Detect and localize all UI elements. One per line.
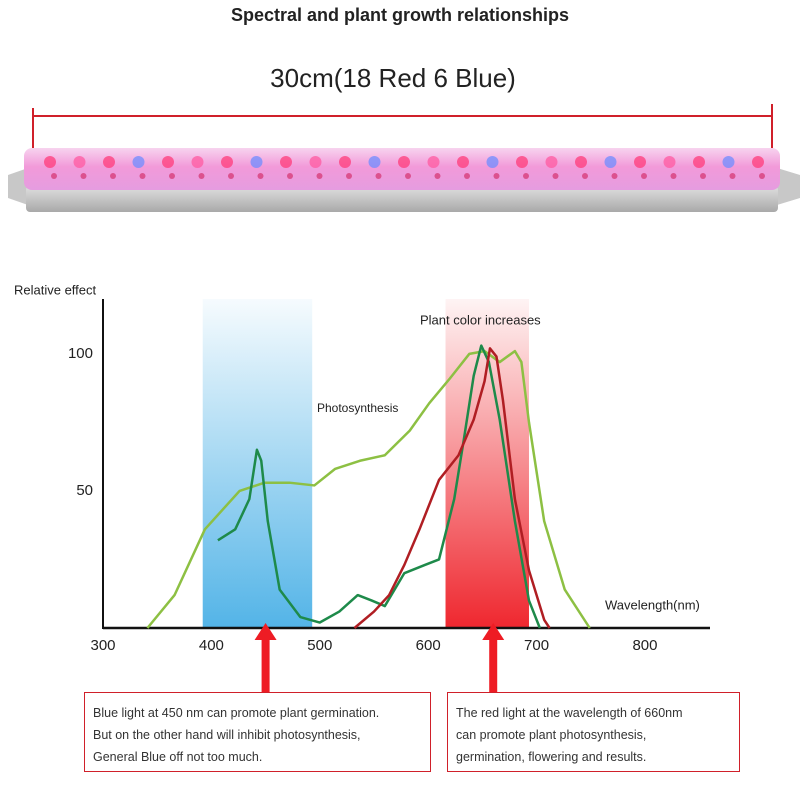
note-line: germination, flowering and results. (456, 750, 647, 764)
led (582, 173, 588, 179)
led (309, 156, 322, 168)
band (445, 299, 529, 628)
led (103, 156, 115, 168)
note-line: But on the other hand will inhibit photo… (93, 728, 361, 742)
led (110, 173, 116, 179)
led (729, 173, 736, 179)
led (641, 173, 647, 179)
led (427, 156, 440, 168)
led (670, 173, 677, 179)
led (693, 156, 705, 168)
note-line: General Blue off not too much. (93, 750, 263, 764)
led-strip (8, 104, 800, 212)
led (575, 156, 587, 168)
led (169, 173, 175, 179)
y-tick-label: 50 (76, 482, 93, 499)
x-tick-label: 800 (632, 637, 657, 654)
led (257, 173, 264, 179)
y-tick-label: 100 (68, 345, 93, 362)
led (44, 156, 56, 168)
led (368, 156, 381, 168)
led (51, 173, 57, 179)
band (202, 299, 313, 628)
note-box: Blue light at 450 nm can promote plant g… (84, 692, 431, 772)
arrow (482, 623, 505, 692)
led (493, 173, 500, 179)
page-title: Spectral and plant growth relationships (231, 5, 569, 25)
led (634, 156, 646, 168)
note-box: The red light at the wavelength of 660nm… (447, 692, 740, 772)
led (139, 173, 146, 179)
x-tick-label: 300 (90, 637, 115, 654)
led (752, 156, 764, 168)
x-tick-label: 400 (199, 637, 224, 654)
led (375, 173, 382, 179)
line (353, 347, 551, 629)
annotation: Photosynthesis (317, 401, 398, 415)
led (398, 156, 410, 168)
led (700, 173, 706, 179)
note-line: Blue light at 450 nm can promote plant g… (93, 706, 380, 720)
led (346, 173, 352, 179)
led (464, 173, 470, 179)
note-line: The red light at the wavelength of 660nm (456, 706, 683, 720)
led (434, 173, 441, 179)
led (198, 173, 205, 179)
led (604, 156, 617, 168)
led (132, 156, 145, 168)
led (611, 173, 618, 179)
led (287, 173, 293, 179)
led (523, 173, 529, 179)
led (162, 156, 174, 168)
led (405, 173, 411, 179)
led (486, 156, 499, 168)
led (722, 156, 735, 168)
led (663, 156, 676, 168)
led (545, 156, 558, 168)
x-tick-label: 700 (524, 637, 549, 654)
led (228, 173, 234, 179)
annotation: Plant color increases (420, 312, 541, 327)
led (80, 173, 87, 179)
y-axis-label: Relative effect (14, 282, 97, 297)
led (457, 156, 469, 168)
led (73, 156, 86, 168)
led (280, 156, 292, 168)
product-label: 30cm(18 Red 6 Blue) (270, 63, 516, 93)
led (221, 156, 233, 168)
led (759, 173, 765, 179)
x-tick-label: 600 (416, 637, 441, 654)
led (316, 173, 323, 179)
led (552, 173, 559, 179)
led (191, 156, 204, 168)
led (250, 156, 263, 168)
x-tick-label: 500 (307, 637, 332, 654)
x-axis-label: Wavelength(nm) (605, 597, 700, 612)
led (339, 156, 351, 168)
note-line: can promote plant photosynthesis, (456, 728, 647, 742)
arrow (254, 623, 277, 692)
led (516, 156, 528, 168)
